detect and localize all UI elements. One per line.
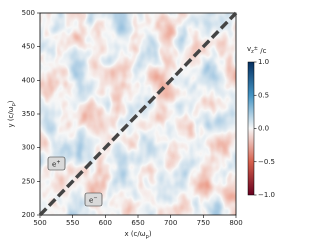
colorbar-tick-label: −0.5 <box>258 158 275 166</box>
annotation: e+ <box>52 159 61 169</box>
colorbar-tick-label: 1.0 <box>258 58 269 66</box>
y-axis-label-part: p <box>11 103 17 106</box>
x-axis-label-part: ) <box>149 230 152 238</box>
y-tick-label: 350 <box>22 110 35 118</box>
annotation-part: + <box>56 159 60 165</box>
x-tick-label: 600 <box>99 219 112 227</box>
y-axis-label-part: ) <box>7 100 15 103</box>
colorbar-tick-label: 0.0 <box>258 125 269 133</box>
x-tick-label: 500 <box>33 219 46 227</box>
y-tick-label: 500 <box>22 9 35 17</box>
colorbar-label-part: v <box>247 45 251 53</box>
colorbar-tick-label: −1.0 <box>258 191 275 199</box>
y-tick-label: 200 <box>22 211 35 219</box>
x-tick-label: 550 <box>66 219 79 227</box>
x-tick-label: 750 <box>197 219 210 227</box>
y-tick-label: 250 <box>22 177 35 185</box>
y-tick-label: 300 <box>22 144 35 152</box>
y-axis-label: y (c/ωp) <box>7 100 17 127</box>
x-tick-label: 800 <box>229 219 242 227</box>
colorbar-label-part: ± <box>254 46 258 52</box>
x-tick-label: 650 <box>131 219 144 227</box>
x-axis-label: x (c/ωp) <box>124 230 151 240</box>
x-axis-label-part: x (c/ω <box>124 230 145 238</box>
annotation-box <box>84 192 103 207</box>
annotation-part: e <box>52 161 56 169</box>
diagonal-line <box>38 11 238 217</box>
y-tick-label: 400 <box>22 76 35 84</box>
colorbar-tick-label: 0.5 <box>258 91 269 99</box>
colorbar-label-part: /c <box>258 47 267 55</box>
y-axis-label-part: y (c/ω <box>7 106 15 127</box>
colorbar-label-part: z <box>251 49 254 55</box>
colorbar-label: vz± /c <box>247 45 267 55</box>
x-tick-label: 700 <box>164 219 177 227</box>
chart: 500 550 600 650 700 750 800 200 250 300 350 400 450 5… <box>7 9 275 240</box>
annotation-part: − <box>93 195 97 201</box>
annotation: e− <box>89 195 98 205</box>
annotation-part: e <box>89 197 93 205</box>
y-tick-label: 450 <box>22 43 35 51</box>
colorbar <box>247 61 255 196</box>
x-axis-label-part: p <box>146 234 149 240</box>
annotation-box <box>47 156 66 171</box>
